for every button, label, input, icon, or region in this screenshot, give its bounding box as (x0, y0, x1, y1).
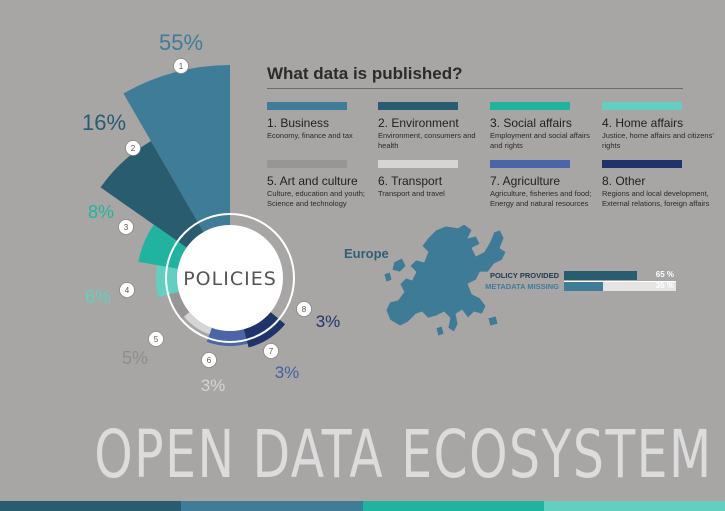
slice-index-5: 5 (154, 335, 159, 344)
center-label: POLICIES (183, 268, 277, 290)
pie-slice-3 (138, 224, 187, 269)
stat-divider (564, 281, 676, 282)
stat-bar-fill (564, 271, 637, 280)
legend-swatch (490, 160, 570, 168)
slice-marker-7 (263, 343, 279, 359)
slice-index-8: 8 (302, 305, 307, 314)
pie-slice-4 (156, 265, 179, 298)
legend-item-8: 8. Other Regions and local development, E… (602, 160, 714, 209)
legend-description: Environment, consumers and health (378, 131, 476, 150)
legend-description: Transport and travel (378, 189, 445, 198)
legend-description: Employment and social affairs and rights (490, 131, 590, 150)
legend-item-5: 5. Art and culture Culture, education and… (267, 160, 379, 209)
slice-marker-5 (148, 331, 164, 347)
legend-item-1: 1. Business Economy, finance and tax (267, 102, 379, 141)
legend-swatch (378, 160, 458, 168)
slice-label-1: 55% (159, 30, 203, 55)
legend-name: 5. Art and culture (267, 174, 358, 188)
legend-name: 6. Transport (378, 174, 443, 188)
slice-index-4: 4 (125, 286, 130, 295)
legend-name: 4. Home affairs (602, 116, 684, 130)
legend-name: 2. Environment (378, 116, 459, 130)
stat-label: POLICY PROVIDED (489, 271, 559, 280)
legend-item-2: 2. Environment Environment, consumers and… (378, 102, 490, 151)
stat-bar-track: 65 % (564, 270, 676, 280)
strip-segment-1 (0, 501, 182, 511)
slice-label-2: 16% (82, 110, 126, 135)
slice-index-1: 1 (179, 62, 184, 71)
legend-item-4: 4. Home affairs Justice, home affairs and… (602, 102, 714, 151)
pie-slice-6 (184, 312, 212, 335)
slice-marker-4 (119, 282, 135, 298)
pie-slice-5 (167, 291, 190, 320)
legend-name: 1. Business (267, 116, 330, 130)
center-circle (177, 225, 283, 331)
slice-index-7: 7 (269, 347, 274, 356)
legend-swatch (267, 102, 347, 110)
stat-percent: 65 % (655, 270, 674, 279)
legend-item-3: 3. Social affairs Employment and social a… (490, 102, 602, 151)
legend-swatch (602, 160, 682, 168)
europe-label: Europe (344, 246, 389, 261)
slice-index-3: 3 (124, 223, 129, 232)
legend-description: Economy, finance and tax (267, 131, 353, 140)
legend-swatch (378, 102, 458, 110)
slice-label-6: 3% (201, 376, 226, 395)
page-title: OPEN DATA ECOSYSTEM (94, 416, 713, 493)
legend-swatch (267, 160, 347, 168)
europe-map-icon (383, 223, 507, 337)
stat-bar-track: 35 % (564, 281, 676, 291)
legend-item-6: 6. Transport Transport and travel (378, 160, 490, 199)
slice-marker-2 (125, 140, 141, 156)
legend-divider (267, 88, 683, 89)
legend-description: Culture, education and youth; Science an… (267, 189, 365, 208)
slice-marker-8 (296, 301, 312, 317)
strip-segment-3 (362, 501, 544, 511)
legend-item-7: 7. Agriculture Agriculture, fisheries and… (490, 160, 602, 209)
legend-title: What data is published? (267, 64, 463, 83)
stat-percent: 35 % (655, 281, 674, 290)
pie-slice-2 (100, 141, 204, 248)
slice-label-3: 8% (88, 202, 114, 222)
slice-index-6: 6 (207, 356, 212, 365)
legend-name: 3. Social affairs (490, 116, 572, 130)
strip-segment-2 (181, 501, 363, 511)
slice-marker-6 (201, 352, 217, 368)
legend-swatch (602, 102, 682, 110)
slice-marker-3 (118, 219, 134, 235)
slice-index-2: 2 (131, 144, 136, 153)
legend-swatch (490, 102, 570, 110)
legend-description: Regions and local development, External … (602, 189, 710, 208)
stat-label: METADATA MISSING (485, 282, 559, 291)
slice-label-4: 6% (85, 287, 111, 307)
pie-slice-8 (243, 312, 286, 348)
bottom-color-strip (0, 501, 725, 511)
stat-bar-fill (564, 282, 604, 291)
slice-label-8: 3% (316, 312, 341, 331)
slice-label-7: 3% (275, 363, 300, 382)
legend-name: 7. Agriculture (490, 174, 561, 188)
strip-segment-4 (543, 501, 725, 511)
legend-description: Agriculture, fisheries and food; Energy … (490, 189, 592, 208)
slice-label-5: 5% (122, 348, 148, 368)
pie-slice-1 (123, 65, 230, 233)
legend-name: 8. Other (602, 174, 646, 188)
center-ring (165, 213, 295, 343)
slice-marker-1 (173, 58, 189, 74)
legend-description: Justice, home affairs and citizens' righ… (602, 131, 714, 150)
